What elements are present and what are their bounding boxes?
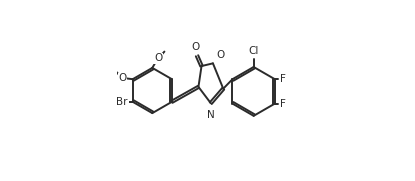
Text: Br: Br bbox=[117, 97, 128, 107]
Text: O: O bbox=[191, 42, 199, 52]
Text: N: N bbox=[207, 110, 215, 120]
Text: O: O bbox=[217, 50, 225, 60]
Text: F: F bbox=[280, 74, 286, 84]
Text: F: F bbox=[280, 99, 286, 109]
Text: O: O bbox=[119, 73, 127, 83]
Text: O: O bbox=[154, 53, 162, 64]
Text: Cl: Cl bbox=[249, 46, 259, 56]
